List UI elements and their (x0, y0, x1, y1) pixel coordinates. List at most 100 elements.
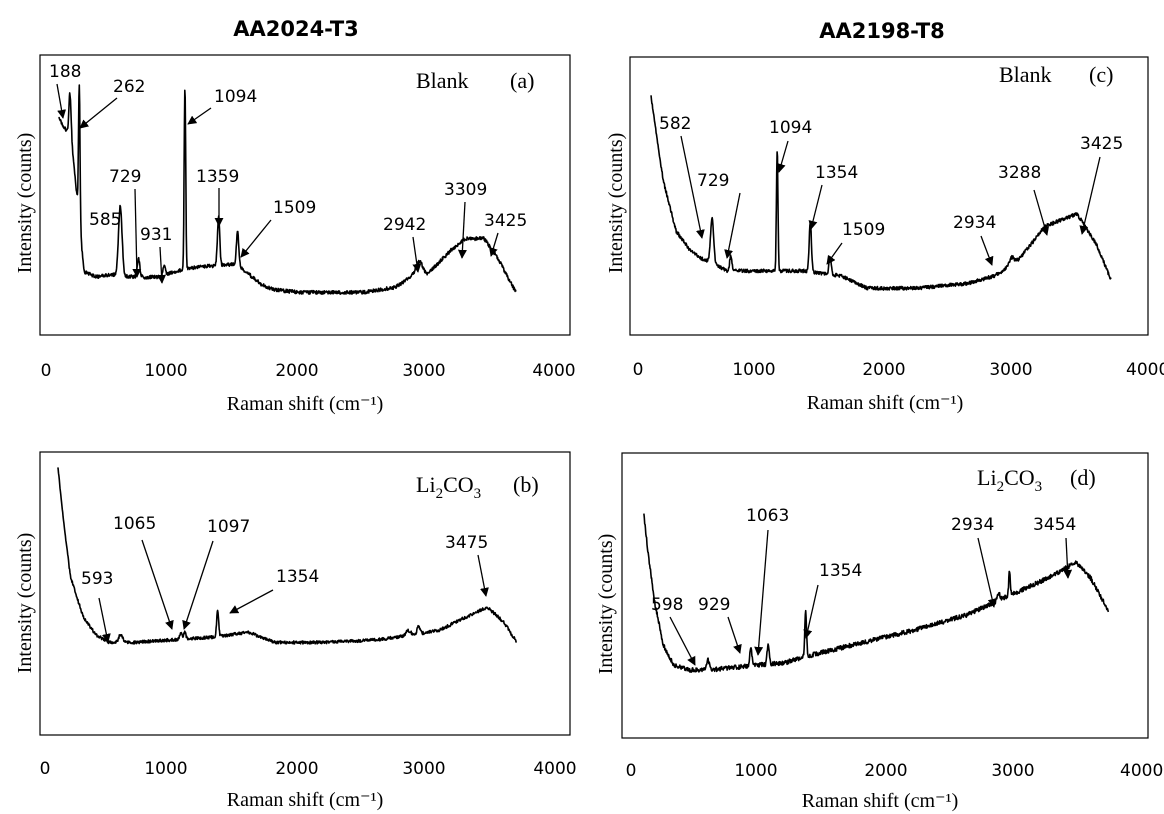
plot-frame (39, 451, 571, 736)
peak-arrow (79, 97, 118, 129)
peak-label: 3425 (484, 211, 527, 231)
peak-label: 3425 (1080, 134, 1123, 154)
x-tick-label: 1000 (144, 759, 187, 779)
x-tick-label: 3000 (402, 361, 445, 381)
x-tick-label: 2000 (862, 360, 905, 380)
peak-arrows (98, 539, 489, 643)
x-axis-label: Raman shift (cm⁻¹) (227, 789, 384, 811)
x-tick-label: 0 (40, 759, 51, 779)
peak-label: 2934 (953, 213, 996, 233)
x-tick-label: 2000 (275, 759, 318, 779)
x-tick-label: 3000 (402, 759, 445, 779)
peak-arrow (182, 540, 214, 630)
panel-a: Blank (a) 0 1000 2000 3000 4000 Raman sh… (14, 54, 576, 415)
x-tick-label: 4000 (532, 361, 575, 381)
peak-arrow (98, 597, 111, 643)
peak-label: 931 (140, 225, 172, 245)
peak-label: 188 (49, 62, 81, 82)
condition-label: Blank (416, 68, 469, 93)
peak-arrow (229, 589, 274, 614)
peak-label: 1354 (276, 567, 319, 587)
peak-arrow (56, 83, 67, 119)
peak-arrow (141, 539, 174, 630)
peak-label: 1354 (819, 561, 862, 581)
peak-arrow (776, 140, 789, 173)
x-axis-label: Raman shift (cm⁻¹) (802, 790, 959, 812)
spectrum-line (57, 467, 518, 645)
peak-arrow (132, 188, 142, 278)
peak-arrow (489, 232, 499, 257)
peak-label: 585 (89, 210, 121, 230)
peak-arrow (669, 616, 696, 666)
peak-labels: 582 729 1094 1354 1509 2934 3288 3425 (659, 114, 1123, 240)
x-tick-label: 4000 (1120, 761, 1163, 781)
y-axis-label: Intensity (counts) (605, 133, 627, 274)
peak-arrow (240, 219, 272, 258)
panel-letter: (b) (513, 472, 539, 497)
peak-label: 1359 (196, 167, 239, 187)
peak-label: 1063 (746, 506, 789, 526)
peak-arrow (457, 201, 467, 259)
peak-label: 1509 (842, 220, 885, 240)
peak-arrow (477, 554, 489, 597)
x-tick-label: 3000 (989, 360, 1032, 380)
x-tick-label: 3000 (991, 761, 1034, 781)
x-tick-label: 1000 (734, 761, 777, 781)
peak-arrow (977, 537, 997, 608)
panel-d: Li2CO3 (d) 0 1000 2000 3000 4000 Raman s… (595, 452, 1164, 812)
y-axis-label: Intensity (counts) (14, 533, 36, 674)
peak-arrow (980, 235, 994, 266)
peak-arrow (1079, 156, 1101, 235)
x-axis-label: Raman shift (cm⁻¹) (227, 393, 384, 415)
peak-label: 3309 (444, 180, 487, 200)
spectrum-line (650, 95, 1112, 291)
peak-arrow (1033, 189, 1050, 236)
condition-label: Li2CO3 (977, 465, 1042, 495)
peak-label: 729 (697, 171, 729, 191)
plot-frame (629, 56, 1149, 336)
x-tick-label: 2000 (864, 761, 907, 781)
peak-label: 1094 (769, 118, 812, 138)
peak-arrow (680, 135, 705, 239)
panel-letter: (d) (1070, 465, 1096, 490)
panel-b: Li2CO3 (b) 0 1000 2000 3000 4000 Raman s… (14, 451, 577, 811)
x-tick-label: 0 (633, 360, 644, 380)
condition-label: Blank (999, 62, 1052, 87)
column-title-aa2198: AA2198-T8 (819, 19, 945, 43)
spectrum-line (643, 513, 1110, 673)
peak-labels: 593 1065 1097 1354 3475 (81, 514, 488, 589)
x-ticks: 0 1000 2000 3000 4000 (41, 361, 576, 381)
x-ticks: 0 1000 2000 3000 4000 (40, 759, 577, 779)
peak-arrow (724, 192, 741, 259)
peak-arrow (808, 184, 823, 230)
peak-label: 2934 (951, 515, 994, 535)
peak-label: 729 (109, 167, 141, 187)
peak-arrow (412, 236, 422, 273)
peak-label: 593 (81, 569, 113, 589)
peak-label: 1097 (207, 517, 250, 537)
peak-label: 582 (659, 114, 691, 134)
x-tick-label: 4000 (533, 759, 576, 779)
peak-label: 1094 (214, 87, 257, 107)
peak-arrow (727, 616, 742, 654)
x-tick-label: 1000 (732, 360, 775, 380)
x-tick-label: 4000 (1126, 360, 1164, 380)
peak-arrow (826, 242, 843, 265)
plot-frame (39, 54, 571, 336)
plot-frame (621, 452, 1149, 739)
peak-label: 598 (651, 595, 683, 615)
x-ticks: 0 1000 2000 3000 4000 (626, 761, 1164, 781)
x-tick-label: 1000 (144, 361, 187, 381)
y-axis-label: Intensity (counts) (595, 534, 617, 675)
peak-label: 2942 (383, 215, 426, 235)
panel-letter: (a) (510, 68, 534, 93)
peak-arrows (680, 135, 1101, 266)
peak-arrow (187, 107, 212, 125)
peak-arrow (1063, 537, 1073, 579)
peak-arrows (56, 83, 499, 284)
peak-arrow (803, 584, 819, 639)
x-tick-label: 0 (41, 361, 52, 381)
x-axis-label: Raman shift (cm⁻¹) (807, 392, 964, 414)
panel-c: Blank (c) 0 1000 2000 3000 4000 Raman sh… (605, 56, 1164, 414)
